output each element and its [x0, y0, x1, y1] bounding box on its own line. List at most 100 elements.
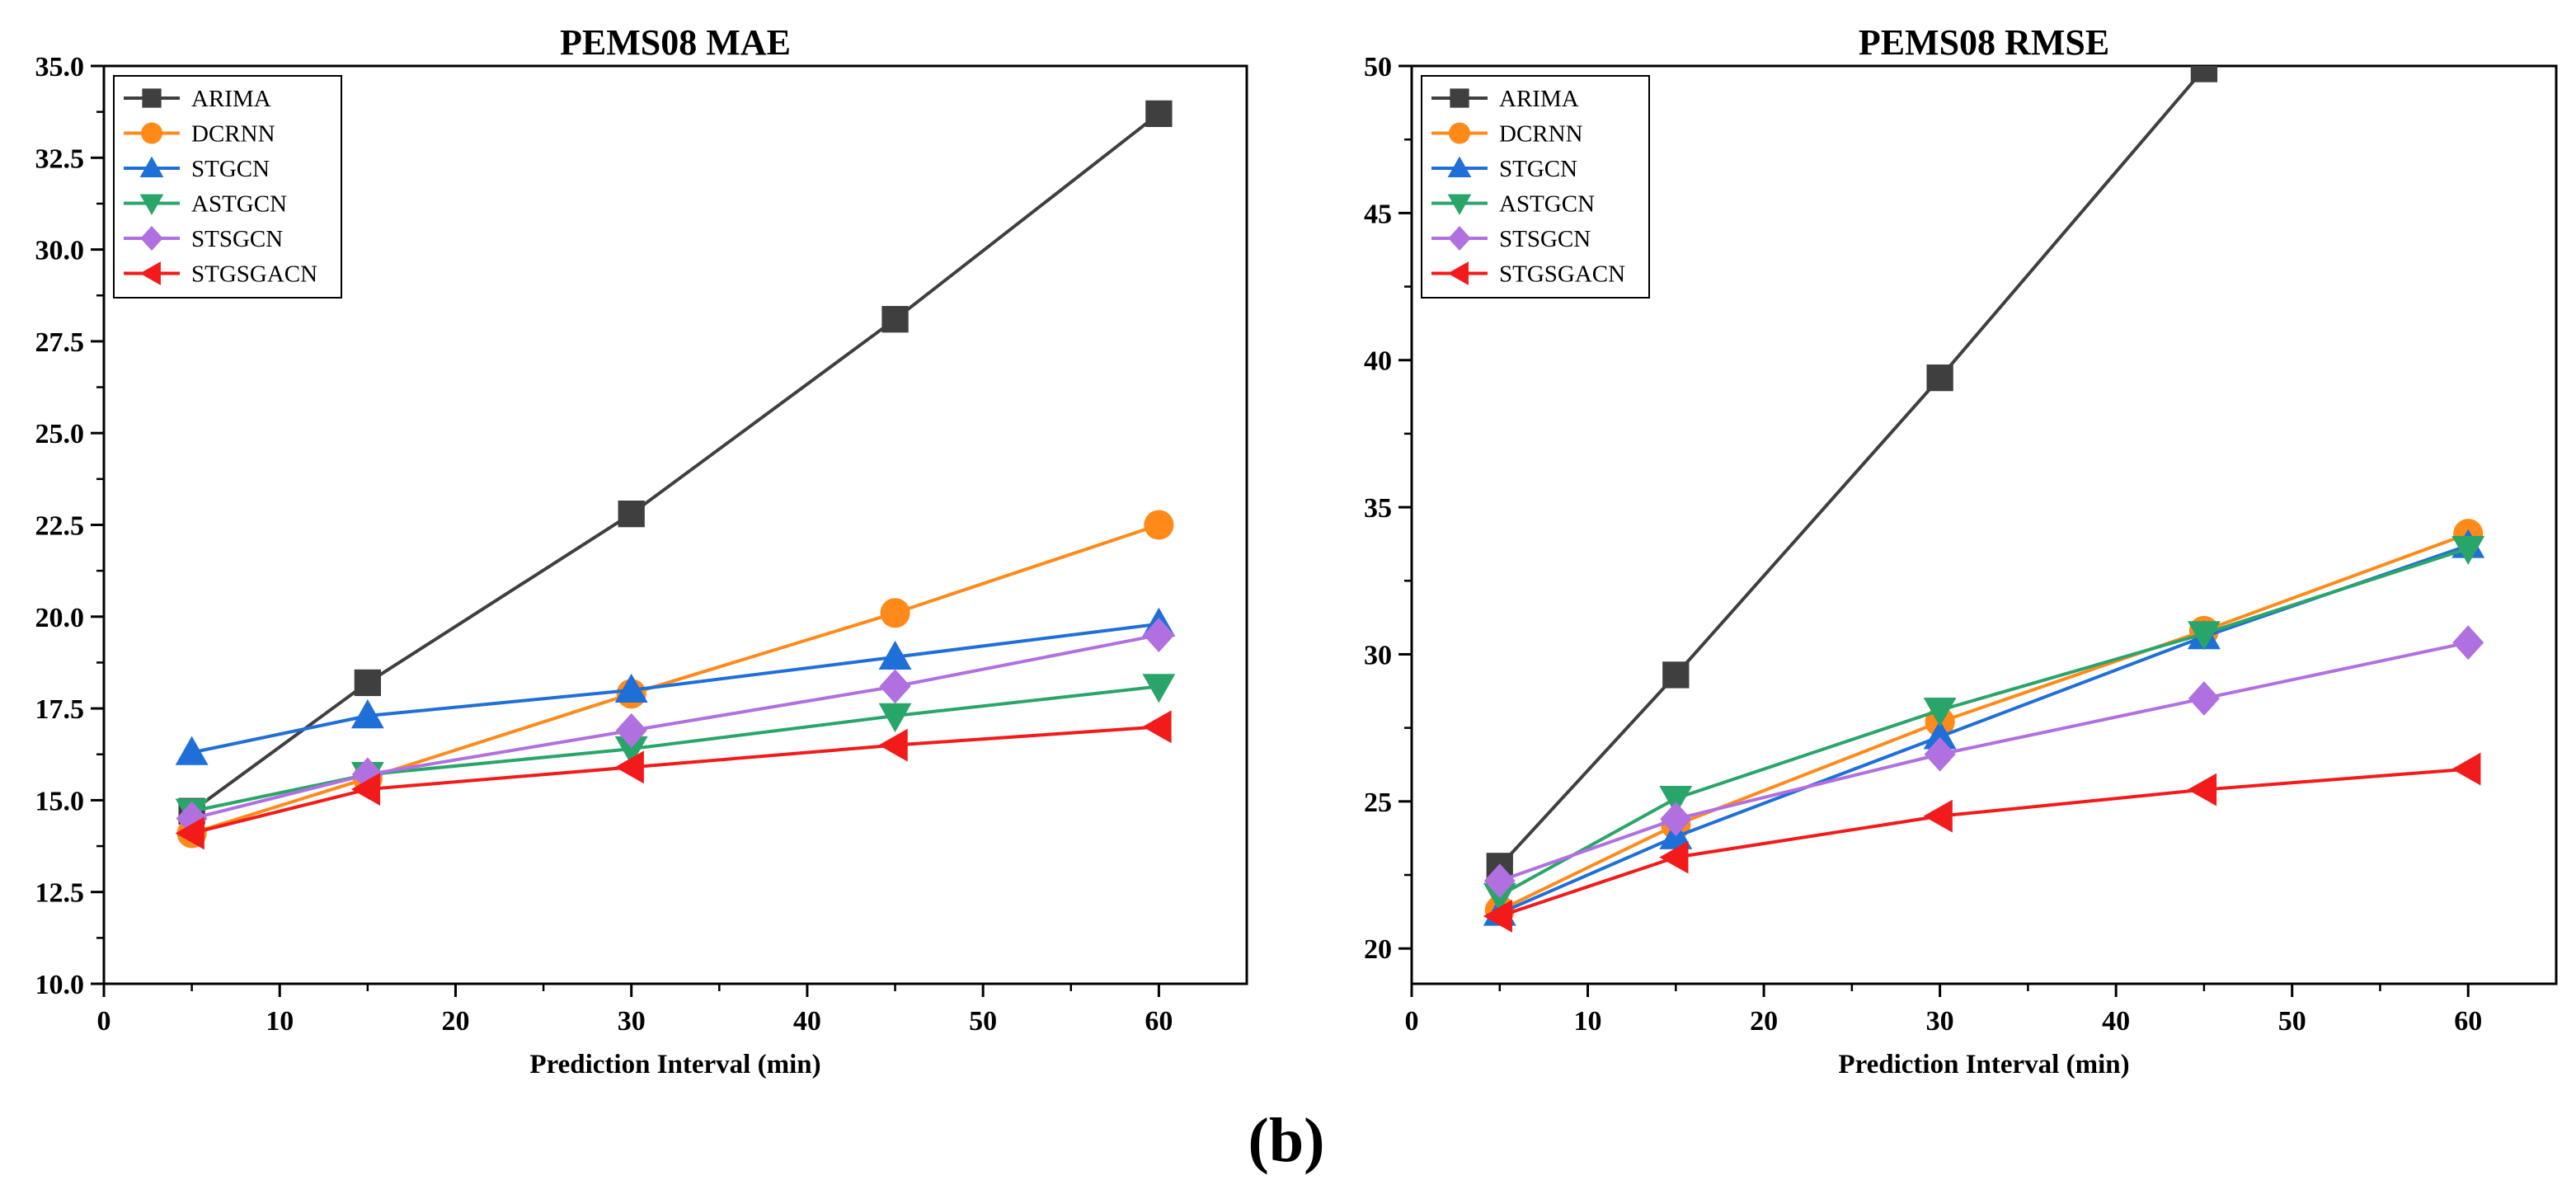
data-point-astgcn [614, 736, 648, 766]
legend-entry-stgsgacn: STGSGACN [124, 261, 317, 288]
data-point-stsgcn [1483, 863, 1516, 899]
series-stsgcn [1483, 625, 2484, 899]
data-point-arima [1145, 100, 1173, 128]
series-stgcn [175, 607, 1176, 765]
data-point-stsgcn [1924, 736, 1956, 772]
data-point-stsgcn [615, 712, 647, 748]
legend-label: STSGCN [191, 226, 283, 252]
legend-marker [139, 194, 164, 215]
data-point-stgcn [614, 673, 648, 703]
x-tick-label: 20 [1750, 1006, 1778, 1037]
data-point-stgsgacn [614, 750, 644, 784]
legend-label: ARIMA [1499, 86, 1579, 112]
series-line-dcrnn [191, 523, 1160, 835]
data-point-stsgcn [2188, 681, 2220, 716]
legend-box [1421, 75, 1650, 299]
legend-label: DCRNN [1499, 121, 1583, 148]
legend-label: ASTGCN [191, 191, 287, 218]
legend-marker [1449, 122, 1470, 144]
legend-entry-astgcn: ASTGCN [1431, 191, 1595, 218]
data-point-stgsgacn [1923, 799, 1953, 833]
x-tick-label: 40 [793, 1006, 821, 1037]
x-tick-label: 50 [969, 1006, 997, 1037]
y-tick-label: 17.5 [35, 694, 85, 725]
legend-entry-stgsgacn: STGSGACN [1431, 261, 1625, 288]
data-point-stgcn [175, 736, 209, 765]
y-tick-label: 30 [1364, 640, 1392, 670]
data-point-arima [2190, 66, 2218, 82]
x-tick-label: 10 [1574, 1006, 1602, 1037]
data-point-dcrnn [880, 598, 910, 628]
data-point-stgsgacn [878, 728, 908, 762]
series-stsgcn [176, 618, 1175, 836]
data-point-stsgcn [1660, 802, 1692, 837]
legend-label: STGSGACN [191, 261, 317, 288]
series-line-stsgcn [1499, 641, 2469, 883]
x-tick-label: 40 [2102, 1006, 2130, 1037]
data-point-arima [1926, 364, 1953, 392]
series-astgcn [175, 674, 1176, 828]
data-point-stgsgacn [2187, 773, 2217, 806]
y-tick-label: 20 [1364, 934, 1392, 965]
series-astgcn [1483, 535, 2485, 912]
legend-marker [139, 156, 164, 177]
chart-title: PEMS08 MAE [560, 22, 791, 63]
series-layer [175, 100, 1176, 850]
legend-marker [142, 88, 162, 108]
data-point-astgcn [1923, 698, 1957, 727]
y-tick-label: 20.0 [35, 603, 85, 633]
x-tick-label: 10 [266, 1006, 294, 1037]
legend-entry-stgcn: STGCN [124, 156, 270, 182]
y-tick-label: 15.0 [35, 786, 85, 816]
legend-label: STGCN [191, 156, 270, 182]
data-point-astgcn [2187, 621, 2221, 651]
data-point-stgcn [878, 640, 912, 670]
legend-marker [1447, 156, 1472, 177]
data-point-stsgcn [2452, 625, 2484, 661]
series-line-stgcn [191, 622, 1159, 755]
series-arima [1486, 66, 2218, 880]
series-line-astgcn [1498, 547, 2469, 897]
figure-caption: (b) [1248, 1106, 1325, 1175]
legend-entry-dcrnn: DCRNN [1431, 121, 1583, 148]
data-point-stgsgacn [1659, 840, 1689, 874]
legend-label: DCRNN [191, 121, 275, 148]
series-line-stsgcn [191, 633, 1159, 821]
legend-label: STGCN [1499, 156, 1577, 182]
data-point-astgcn [878, 703, 912, 732]
data-point-astgcn [1142, 674, 1176, 703]
x-tick-label: 60 [1145, 1006, 1173, 1037]
data-point-astgcn [1659, 786, 1693, 816]
y-tick-label: 10.0 [35, 970, 85, 1000]
data-point-stgcn [350, 699, 384, 729]
data-point-arima [1662, 661, 1690, 689]
legend-marker [141, 122, 162, 144]
legend-entry-stgcn: STGCN [1431, 156, 1577, 182]
data-point-stgsgacn [350, 773, 381, 806]
legend-label: ARIMA [191, 86, 271, 112]
series-layer [1483, 66, 2485, 933]
x-tick-label: 60 [2454, 1006, 2482, 1037]
legend-label: STSGCN [1499, 226, 1591, 252]
data-point-arima [354, 669, 381, 697]
data-point-dcrnn [1144, 510, 1174, 540]
y-tick-label: 25.0 [35, 419, 85, 449]
series-stgsgacn [1483, 752, 2481, 933]
y-tick-label: 50 [1364, 52, 1392, 82]
data-point-stsgcn [1143, 618, 1175, 652]
series-line-stgsgacn [1499, 767, 2469, 918]
legend-entry-astgcn: ASTGCN [124, 191, 287, 218]
legend-marker [1450, 88, 1469, 108]
chart-title: PEMS08 RMSE [1859, 22, 2109, 63]
x-tick-label: 50 [2278, 1006, 2306, 1037]
y-tick-label: 32.5 [35, 143, 85, 174]
data-point-stgsgacn [175, 816, 204, 850]
series-dcrnn [176, 510, 1174, 849]
plot-frame [1410, 64, 2558, 985]
x-tick-label: 30 [1926, 1006, 1954, 1037]
legend: ARIMA DCRNN STGCN ASTGCN STSGCN STGSGACN [113, 75, 342, 299]
data-point-stsgcn [879, 669, 911, 704]
legend-marker [139, 261, 161, 285]
legend-box [113, 75, 342, 299]
